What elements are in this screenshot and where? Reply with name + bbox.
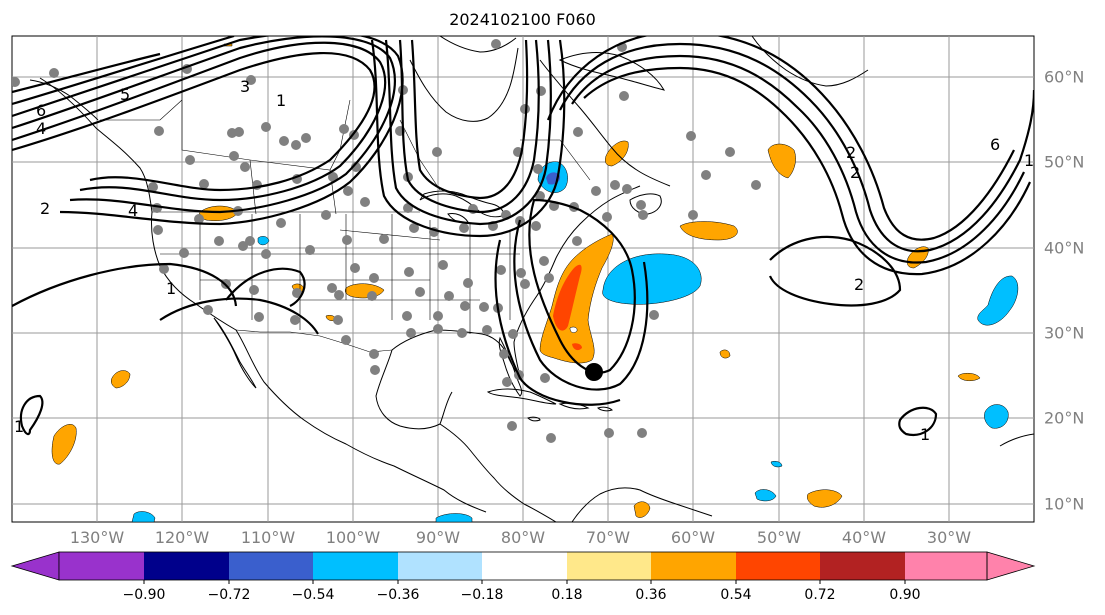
colorbar-tick-label: −0.90 bbox=[122, 587, 166, 603]
colorbar-segment bbox=[651, 552, 736, 580]
contour-label: 5 bbox=[120, 85, 130, 104]
negative-anomaly-east-atlantic bbox=[977, 275, 1019, 326]
lon-label: 100°W bbox=[325, 528, 381, 547]
positive-anomaly-mid-atlantic bbox=[679, 221, 738, 241]
contour-label: 1 bbox=[1024, 151, 1034, 170]
colorbar-segment bbox=[59, 552, 144, 580]
lat-label: 60°N bbox=[1044, 67, 1085, 87]
hudson-bay bbox=[409, 47, 519, 122]
colorbar-tick-label: 0.54 bbox=[720, 587, 752, 603]
positive-anomaly-core bbox=[553, 264, 582, 331]
colorbar bbox=[10, 551, 1036, 584]
lat-label: 50°N bbox=[1044, 152, 1085, 172]
colorbar-segment bbox=[736, 552, 820, 580]
colorbar-tick-label: 0.72 bbox=[804, 587, 836, 603]
colorbar-tick-label: 0.18 bbox=[551, 587, 583, 603]
colorbar-tick-label: −0.18 bbox=[460, 587, 504, 603]
labrador-coast bbox=[539, 59, 671, 187]
colorbar-segment bbox=[398, 552, 482, 580]
colorbar-segment bbox=[567, 552, 651, 580]
contour-label: 4 bbox=[128, 201, 138, 220]
lon-label: 80°W bbox=[500, 528, 546, 547]
pacific-coastline bbox=[39, 77, 487, 513]
positive-anomaly-us-east-coast bbox=[539, 233, 614, 364]
lon-label: 120°W bbox=[154, 528, 210, 547]
colorbar-over-arrow bbox=[986, 551, 1036, 581]
colorbar-tick-label: −0.36 bbox=[376, 587, 420, 603]
map-title: 2024102100 F060 bbox=[449, 10, 596, 29]
lon-label: 70°W bbox=[585, 528, 631, 547]
colorbar-tick-label: 0.36 bbox=[635, 587, 667, 603]
colorbar-segment bbox=[313, 552, 398, 580]
colorbar-under-arrow bbox=[10, 551, 60, 581]
contour-label: 2 bbox=[854, 275, 864, 294]
colorbar-tick-label: −0.54 bbox=[291, 587, 335, 603]
contour-label: 1 bbox=[166, 279, 176, 298]
negative-anomaly-south-atlantic bbox=[984, 404, 1009, 429]
storm-center-marker bbox=[585, 363, 603, 381]
lon-label: 60°W bbox=[670, 528, 716, 547]
contour-label: 4 bbox=[36, 119, 46, 138]
anomaly-fills bbox=[51, 43, 1019, 522]
contour-label: 1 bbox=[276, 91, 286, 110]
colorbar-segment bbox=[229, 552, 313, 580]
colorbar-segment bbox=[820, 552, 905, 580]
greenland-coast bbox=[751, 36, 869, 87]
negative-anomaly-atlantic bbox=[602, 253, 702, 305]
lon-label: 50°W bbox=[756, 528, 802, 547]
lat-label: 20°N bbox=[1044, 408, 1085, 428]
lon-label: 110°W bbox=[240, 528, 296, 547]
contour-labels: 6 5 4 3 2 1 4 2 1 2 6 1 2 1 1 bbox=[14, 77, 1034, 444]
contour-label: 1 bbox=[14, 417, 24, 436]
lon-label: 30°W bbox=[926, 528, 972, 547]
contour-label: 3 bbox=[240, 77, 250, 96]
colorbar-segment bbox=[144, 552, 229, 580]
lat-label: 30°N bbox=[1044, 323, 1085, 343]
colorbar-segment bbox=[905, 552, 987, 580]
lon-label: 130°W bbox=[69, 528, 125, 547]
lon-label: 90°W bbox=[415, 528, 461, 547]
contour-label: 6 bbox=[990, 135, 1000, 154]
lat-label: 40°N bbox=[1044, 238, 1085, 258]
colorbar-tick-label: 0.90 bbox=[889, 587, 921, 603]
contour-lines bbox=[12, 36, 1034, 436]
contour-label: 1 bbox=[920, 425, 930, 444]
colorbar-segment bbox=[482, 552, 567, 580]
lat-label: 10°N bbox=[1044, 494, 1085, 514]
contour-label: 6 bbox=[36, 101, 46, 120]
contour-label: 2 bbox=[846, 143, 856, 162]
contour-label: 2 bbox=[850, 163, 860, 182]
colorbar-tick-label: −0.72 bbox=[207, 587, 251, 603]
coastlines bbox=[29, 36, 1034, 522]
lon-label: 40°W bbox=[841, 528, 887, 547]
contour-label: 2 bbox=[40, 199, 50, 218]
